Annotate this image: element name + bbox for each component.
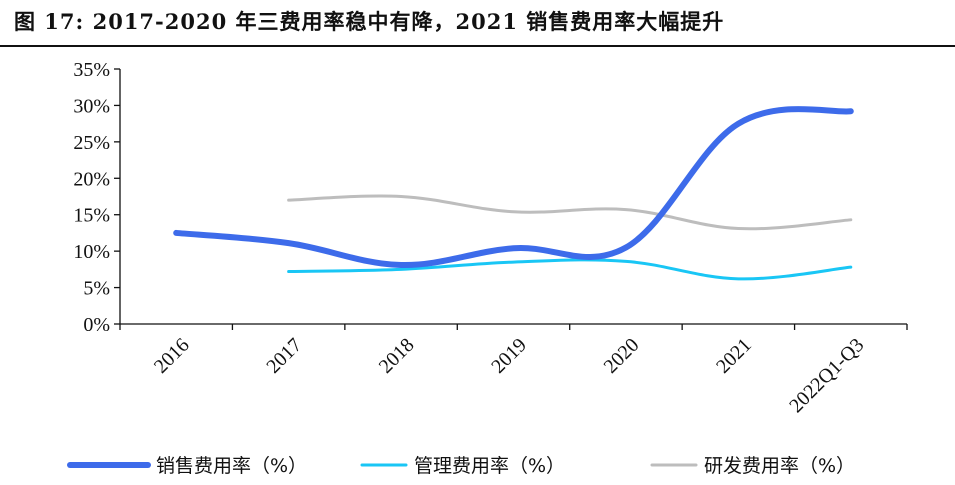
series-line	[287, 258, 853, 281]
legend-label: 管理费用率（%）	[414, 455, 565, 477]
chart-title: 图 17: 2017-2020 年三费用率稳中有降，2021 销售费用率大幅提升	[14, 9, 725, 34]
y-tick-label: 25%	[73, 132, 110, 154]
legend-label: 研发费用率（%）	[704, 455, 855, 477]
y-tick-label: 10%	[73, 241, 110, 263]
chart-series	[173, 106, 854, 281]
y-tick-label: 20%	[73, 168, 110, 190]
y-tick-label: 15%	[73, 205, 110, 227]
series-line	[287, 194, 853, 231]
title-divider	[0, 45, 955, 47]
series-line	[173, 106, 854, 268]
x-tick-label: 2019	[487, 334, 531, 378]
x-tick-label: 2016	[150, 334, 194, 378]
x-tick-label: 2020	[600, 334, 644, 378]
x-tick-label: 2022Q1-Q3	[785, 334, 868, 417]
legend-label: 销售费用率（%）	[156, 455, 307, 477]
y-tick-label: 5%	[83, 278, 110, 300]
x-tick-label: 2021	[712, 334, 756, 378]
chart-legend: 销售费用率（%） 管理费用率（%） 研发费用率（%）	[67, 455, 855, 477]
y-tick-label: 30%	[73, 95, 110, 117]
y-tick-label: 0%	[83, 314, 110, 336]
x-tick-label: 2018	[375, 334, 419, 378]
y-tick-label: 35%	[73, 59, 110, 81]
x-tick-label: 2017	[262, 334, 306, 378]
